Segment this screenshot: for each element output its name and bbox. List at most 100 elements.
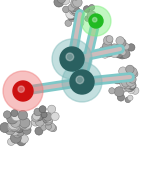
Circle shape [23, 120, 32, 129]
Circle shape [61, 0, 70, 5]
Circle shape [125, 97, 131, 103]
Circle shape [114, 49, 123, 58]
Circle shape [71, 0, 80, 8]
Circle shape [34, 108, 42, 116]
Circle shape [128, 67, 137, 76]
Circle shape [126, 84, 134, 91]
Circle shape [43, 116, 49, 123]
Circle shape [75, 11, 83, 19]
Circle shape [122, 81, 129, 88]
Circle shape [43, 112, 52, 121]
Circle shape [60, 47, 84, 71]
Circle shape [68, 4, 75, 11]
Circle shape [124, 81, 134, 91]
Circle shape [41, 125, 47, 130]
Circle shape [109, 88, 115, 94]
Circle shape [15, 125, 23, 133]
Circle shape [32, 113, 40, 122]
Circle shape [54, 0, 64, 7]
Circle shape [10, 118, 20, 127]
Circle shape [99, 46, 108, 56]
Circle shape [33, 112, 40, 120]
Circle shape [73, 0, 82, 7]
Circle shape [74, 11, 80, 17]
Circle shape [128, 81, 136, 90]
Circle shape [123, 86, 128, 92]
Circle shape [47, 123, 55, 131]
Circle shape [62, 62, 102, 102]
Circle shape [71, 6, 77, 11]
Circle shape [89, 5, 95, 10]
Circle shape [0, 123, 10, 132]
Circle shape [75, 11, 83, 19]
Circle shape [11, 111, 22, 121]
Circle shape [120, 49, 126, 55]
Circle shape [18, 86, 24, 92]
Circle shape [36, 114, 43, 121]
Circle shape [128, 44, 135, 51]
Circle shape [41, 112, 47, 118]
Circle shape [22, 126, 31, 135]
Circle shape [126, 77, 135, 86]
Circle shape [19, 121, 27, 129]
Circle shape [116, 51, 123, 58]
Circle shape [70, 70, 94, 94]
Circle shape [115, 43, 124, 53]
Circle shape [101, 51, 109, 58]
Circle shape [46, 124, 51, 130]
Circle shape [71, 4, 79, 12]
Circle shape [115, 74, 121, 81]
Circle shape [127, 86, 135, 94]
Circle shape [123, 43, 129, 50]
Circle shape [85, 16, 90, 21]
Circle shape [113, 75, 122, 84]
Circle shape [103, 41, 112, 51]
Circle shape [9, 122, 19, 132]
Circle shape [107, 47, 114, 54]
Circle shape [103, 36, 113, 45]
Circle shape [123, 80, 131, 89]
Circle shape [65, 20, 72, 26]
Circle shape [50, 125, 57, 132]
Circle shape [63, 6, 69, 13]
Circle shape [131, 71, 138, 77]
Circle shape [45, 117, 51, 123]
Circle shape [125, 52, 130, 57]
Circle shape [57, 0, 66, 3]
Circle shape [122, 79, 130, 87]
Circle shape [21, 120, 31, 131]
Circle shape [126, 65, 134, 74]
Circle shape [8, 122, 16, 130]
Circle shape [132, 87, 139, 94]
Circle shape [129, 81, 136, 88]
Circle shape [104, 47, 111, 54]
Circle shape [66, 9, 75, 19]
Circle shape [128, 95, 133, 101]
Circle shape [19, 117, 30, 128]
Circle shape [69, 6, 78, 15]
Circle shape [45, 120, 50, 125]
Circle shape [66, 53, 74, 61]
Circle shape [71, 7, 81, 16]
Circle shape [11, 110, 18, 117]
Circle shape [116, 37, 124, 45]
Circle shape [68, 12, 77, 21]
Circle shape [18, 110, 28, 120]
Circle shape [76, 76, 84, 84]
Circle shape [83, 6, 90, 12]
Circle shape [123, 80, 129, 86]
Circle shape [70, 6, 79, 14]
Circle shape [129, 76, 136, 83]
Circle shape [7, 123, 16, 132]
Circle shape [110, 44, 119, 53]
Circle shape [114, 87, 124, 97]
Circle shape [12, 123, 21, 132]
Circle shape [93, 18, 97, 22]
Circle shape [81, 6, 111, 36]
Circle shape [7, 113, 18, 124]
Circle shape [10, 132, 21, 143]
Circle shape [71, 5, 79, 13]
Circle shape [118, 51, 126, 59]
Circle shape [20, 135, 28, 143]
Circle shape [87, 11, 96, 20]
